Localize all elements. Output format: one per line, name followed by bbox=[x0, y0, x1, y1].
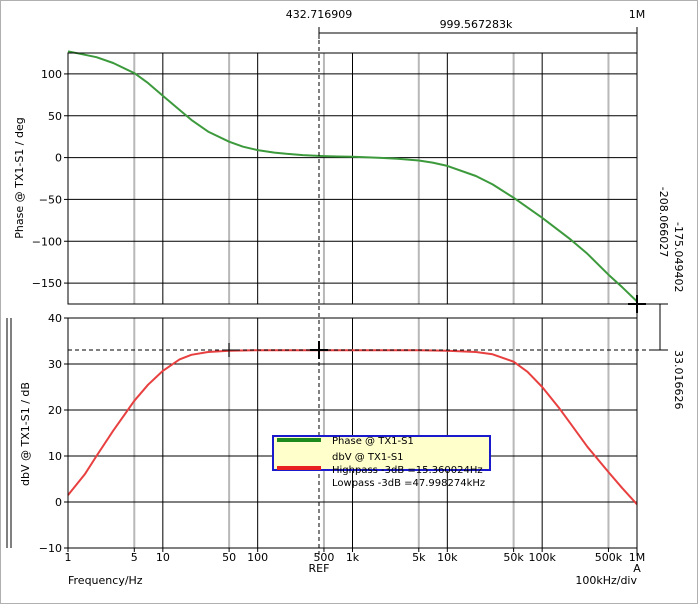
grid-top bbox=[68, 53, 637, 304]
x-tick-label: 1M bbox=[629, 551, 646, 564]
grid-bottom bbox=[68, 318, 637, 548]
x-tick-label: 5 bbox=[131, 551, 138, 564]
y-tick-label: −50 bbox=[39, 193, 62, 206]
a-label: A bbox=[633, 562, 641, 575]
cursor-end-value: 1M bbox=[629, 8, 646, 21]
y-tick-label: 10 bbox=[48, 450, 62, 463]
y-tick-label: −10 bbox=[39, 542, 62, 555]
y-tick-label: 20 bbox=[48, 404, 62, 417]
x-tick-label: 500k bbox=[595, 551, 623, 564]
cursor-delta-value: 999.567283k bbox=[440, 18, 513, 31]
cursor-marker-db[interactable] bbox=[310, 341, 328, 359]
x-tick-label: 100 bbox=[247, 551, 268, 564]
phase-readout-1: -175.049402 bbox=[672, 222, 685, 292]
phase-axis-title: Phase @ TX1-S1 / deg bbox=[13, 117, 26, 238]
cursor-marker-phase[interactable] bbox=[628, 295, 646, 313]
legend-entry-db: dbV @ TX1-S1 bbox=[332, 452, 404, 463]
y-tick-label: 0 bbox=[55, 152, 62, 165]
y-tick-label: −100 bbox=[32, 235, 62, 248]
x-tick-label: 50k bbox=[503, 551, 524, 564]
db-readout: 33.016626 bbox=[672, 350, 685, 410]
db-axis-title: dbV @ TX1-S1 / dB bbox=[19, 382, 32, 486]
y-tick-label: 0 bbox=[55, 496, 62, 509]
series-line bbox=[67, 349, 638, 505]
x-div-label: 100kHz/div bbox=[575, 574, 637, 587]
x-tick-label: 5k bbox=[412, 551, 426, 564]
ref-label: REF bbox=[309, 562, 330, 575]
y-tick-label: 30 bbox=[48, 358, 62, 371]
curves bbox=[67, 50, 638, 505]
x-tick-label: 1 bbox=[65, 551, 72, 564]
cursor-ref-value: 432.716909 bbox=[286, 8, 352, 21]
x-tick-label: 10k bbox=[437, 551, 458, 564]
y-tick-label: 40 bbox=[48, 312, 62, 325]
y-tick-label: −150 bbox=[32, 277, 62, 290]
y-tick-label: 50 bbox=[48, 110, 62, 123]
x-tick-label: 10 bbox=[156, 551, 170, 564]
series-line bbox=[67, 50, 638, 303]
legend-lowpass: Lowpass -3dB =47.998274kHz bbox=[332, 478, 485, 489]
x-tick-label: 50 bbox=[222, 551, 236, 564]
legend-entry-phase: Phase @ TX1-S1 bbox=[332, 436, 414, 447]
legend[interactable]: Phase @ TX1-S1 dbV @ TX1-S1 Highpass -3d… bbox=[272, 435, 491, 489]
x-tick-label: 1k bbox=[346, 551, 360, 564]
phase-readout-2: -208.066027 bbox=[657, 187, 670, 257]
legend-highpass: Highpass -3dB =15.360024Hz bbox=[332, 465, 483, 476]
x-tick-label: 100k bbox=[528, 551, 556, 564]
x-axis-title: Frequency/Hz bbox=[68, 574, 143, 587]
highpass-marker bbox=[222, 343, 236, 357]
y-tick-label: 100 bbox=[41, 68, 62, 81]
